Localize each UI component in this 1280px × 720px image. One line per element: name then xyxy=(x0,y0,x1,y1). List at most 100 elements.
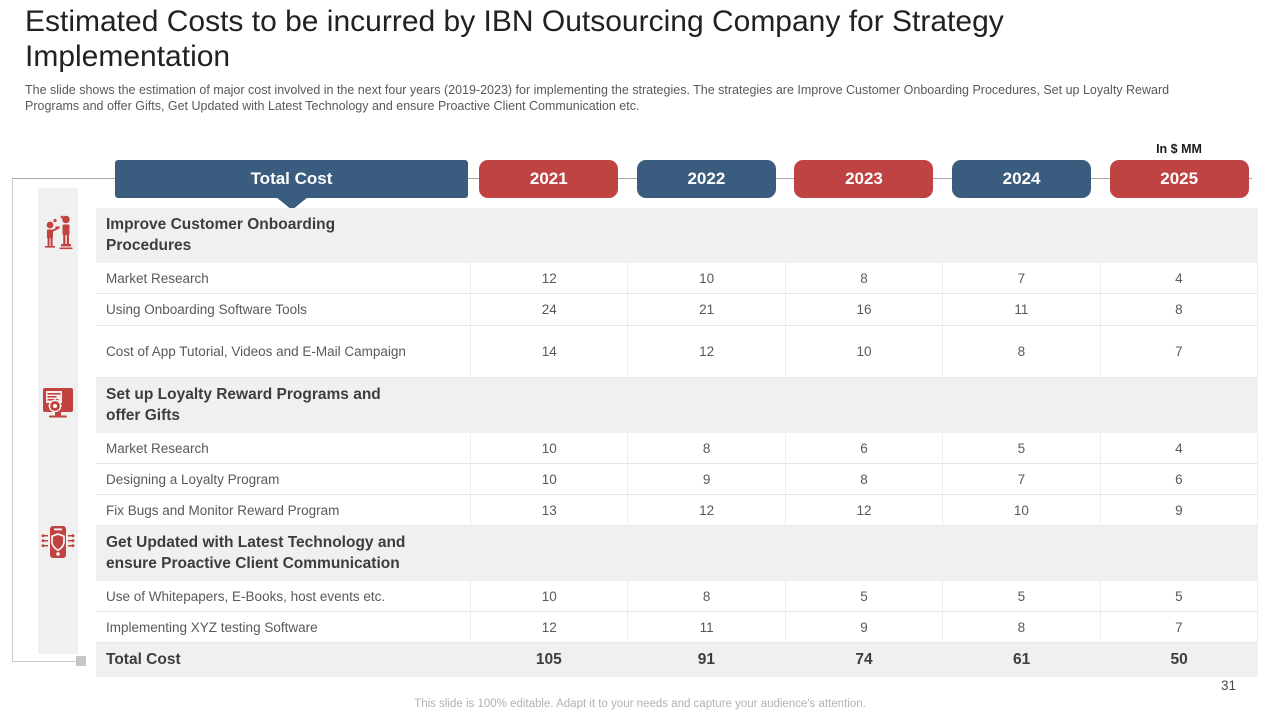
cost-value: 10 xyxy=(627,263,784,293)
cost-table: Improve Customer Onboarding Procedures Ma… xyxy=(96,208,1259,677)
left-rail-bottom-line xyxy=(12,661,76,662)
cost-value: 10 xyxy=(470,581,627,611)
unit-label: In $ MM xyxy=(1156,142,1202,156)
left-rail-endpoint xyxy=(76,656,86,666)
row-label: Implementing XYZ testing Software xyxy=(106,619,318,635)
cost-value: 12 xyxy=(470,263,627,293)
table-row: Fix Bugs and Monitor Reward Program 13 12 1… xyxy=(96,495,1259,526)
total-cost-header: Total Cost xyxy=(115,160,468,198)
total-row: Total Cost 105 91 74 61 50 xyxy=(96,643,1258,677)
cost-value: 9 xyxy=(1099,495,1259,525)
people-handshake-icon xyxy=(41,212,75,260)
cost-value: 8 xyxy=(942,326,1099,377)
total-value: 74 xyxy=(855,651,873,668)
cost-value: 14 xyxy=(470,326,627,377)
table-row: Using Onboarding Software Tools 24 21 16 11 8 xyxy=(96,294,1259,326)
cost-value: 5 xyxy=(1099,581,1259,611)
row-label: Market Research xyxy=(106,440,209,456)
cost-value: 5 xyxy=(942,581,1099,611)
cost-value: 7 xyxy=(1099,326,1259,377)
cost-value: 16 xyxy=(784,294,942,325)
cost-value: 10 xyxy=(942,495,1099,525)
table-section: Set up Loyalty Reward Programs and offer… xyxy=(96,378,1259,526)
cost-value: 13 xyxy=(470,495,627,525)
section-header: Improve Customer Onboarding Procedures xyxy=(96,208,1258,263)
year-header-2023: 2023 xyxy=(794,160,934,198)
cost-value: 8 xyxy=(627,433,784,463)
cost-value: 8 xyxy=(627,581,784,611)
cost-value: 8 xyxy=(1099,294,1259,325)
table-section: Get Updated with Latest Technology and e… xyxy=(96,526,1259,643)
section-title: Improve Customer Onboarding Procedures xyxy=(106,215,336,254)
cost-value: 12 xyxy=(470,612,627,642)
cost-value: 11 xyxy=(627,612,784,642)
table-row: Cost of App Tutorial, Videos and E-Mail … xyxy=(96,326,1259,378)
table-section: Improve Customer Onboarding Procedures Ma… xyxy=(96,208,1259,378)
cost-value: 4 xyxy=(1099,263,1259,293)
section-title: Get Updated with Latest Technology and e… xyxy=(106,533,406,572)
phone-shield-icon xyxy=(41,522,75,570)
cost-value: 12 xyxy=(784,495,942,525)
slide-footer: This slide is 100% editable. Adapt it to… xyxy=(414,698,866,710)
row-label: Cost of App Tutorial, Videos and E-Mail … xyxy=(106,344,406,359)
cost-value: 10 xyxy=(784,326,942,377)
section-header: Get Updated with Latest Technology and e… xyxy=(96,526,1258,581)
row-label: Fix Bugs and Monitor Reward Program xyxy=(106,502,340,518)
cost-value: 12 xyxy=(627,495,784,525)
row-label: Using Onboarding Software Tools xyxy=(106,302,307,317)
cost-value: 7 xyxy=(942,263,1099,293)
year-cell: 2021 xyxy=(470,160,628,198)
monitor-gear-icon xyxy=(41,382,75,430)
cost-value: 8 xyxy=(784,263,942,293)
total-value: 105 xyxy=(535,651,562,668)
cost-value: 21 xyxy=(627,294,784,325)
year-cell: 2025 xyxy=(1100,160,1258,198)
section-header: Set up Loyalty Reward Programs and offer… xyxy=(96,378,1258,433)
year-header-2022: 2022 xyxy=(636,160,776,198)
cost-value: 5 xyxy=(784,581,942,611)
cost-value: 8 xyxy=(942,612,1099,642)
year-cell: 2022 xyxy=(628,160,786,198)
cost-value: 7 xyxy=(942,464,1099,494)
cost-value: 11 xyxy=(942,294,1099,325)
header-connector-line xyxy=(12,178,1252,179)
year-pills: 2021 2022 2023 2024 2025 xyxy=(470,160,1258,198)
table-row: Market Research 12 10 8 7 4 xyxy=(96,263,1259,294)
cost-value: 5 xyxy=(942,433,1099,463)
page-title: Estimated Costs to be incurred by IBN Ou… xyxy=(25,5,1004,74)
row-label: Designing a Loyalty Program xyxy=(106,471,280,487)
cost-value: 24 xyxy=(470,294,627,325)
cost-value: 6 xyxy=(784,433,942,463)
row-label: Use of Whitepapers, E-Books, host events… xyxy=(106,588,386,604)
total-value: 91 xyxy=(697,651,716,668)
slide-subtitle: The slide shows the estimation of major … xyxy=(25,83,1170,114)
year-header-2025: 2025 xyxy=(1109,160,1249,198)
year-header-2021: 2021 xyxy=(479,160,619,198)
year-cell: 2023 xyxy=(785,160,943,198)
cost-value: 9 xyxy=(627,464,784,494)
cost-value: 7 xyxy=(1099,612,1259,642)
cost-value: 9 xyxy=(784,612,942,642)
icon-strip xyxy=(38,188,78,654)
row-label: Market Research xyxy=(106,270,209,286)
year-header-2024: 2024 xyxy=(952,160,1092,198)
total-value: 61 xyxy=(1012,651,1031,668)
total-label: Total Cost xyxy=(106,651,181,668)
cost-table-body: Improve Customer Onboarding Procedures Ma… xyxy=(96,208,1259,677)
cost-value: 8 xyxy=(784,464,942,494)
year-cell: 2024 xyxy=(943,160,1101,198)
table-row: Designing a Loyalty Program 10 9 8 7 6 xyxy=(96,464,1259,495)
cost-value: 4 xyxy=(1099,433,1259,463)
chevron-down-icon xyxy=(276,197,308,210)
cost-value: 6 xyxy=(1099,464,1259,494)
table-row: Use of Whitepapers, E-Books, host events… xyxy=(96,581,1259,612)
left-rail-line xyxy=(12,178,13,662)
page-number: 31 xyxy=(1220,678,1236,693)
cost-value: 10 xyxy=(470,464,627,494)
table-row: Market Research 10 8 6 5 4 xyxy=(96,433,1259,464)
cost-value: 12 xyxy=(627,326,784,377)
section-title: Set up Loyalty Reward Programs and offer… xyxy=(106,385,381,424)
cost-value: 10 xyxy=(470,433,627,463)
total-value: 50 xyxy=(1170,651,1188,668)
table-row: Implementing XYZ testing Software 12 11 9 8 7 xyxy=(96,612,1259,643)
